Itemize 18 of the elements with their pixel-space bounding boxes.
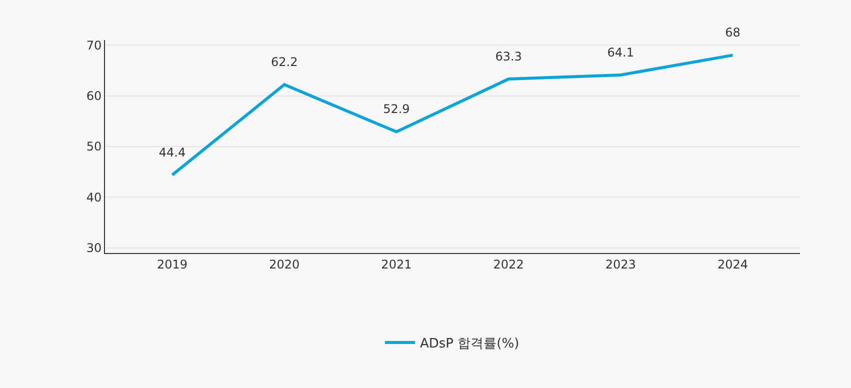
data-label: 62.2 [270, 55, 298, 70]
data-label: 44.4 [158, 145, 186, 160]
data-label: 52.9 [383, 102, 410, 116]
x-tick-label: 2020 [269, 257, 300, 272]
data-label: 64.1 [607, 45, 634, 60]
x-tick-label: 2024 [717, 257, 748, 272]
y-tick-label: 60 [86, 88, 102, 103]
y-tick-label: 50 [86, 140, 102, 154]
y-tick-label: 30 [86, 241, 102, 256]
y-tick-label: 70 [86, 38, 102, 52]
x-tick-label: 2021 [381, 257, 412, 272]
legend-label: ADsP 합격률(%) [420, 336, 520, 352]
x-tick-label: 2022 [493, 257, 524, 272]
x-tick-label: 2019 [156, 257, 188, 272]
x-tick-label: 2023 [605, 257, 636, 272]
y-tick-label: 40 [86, 190, 102, 204]
data-label: 68 [725, 26, 740, 40]
data-label: 63.3 [495, 49, 522, 64]
